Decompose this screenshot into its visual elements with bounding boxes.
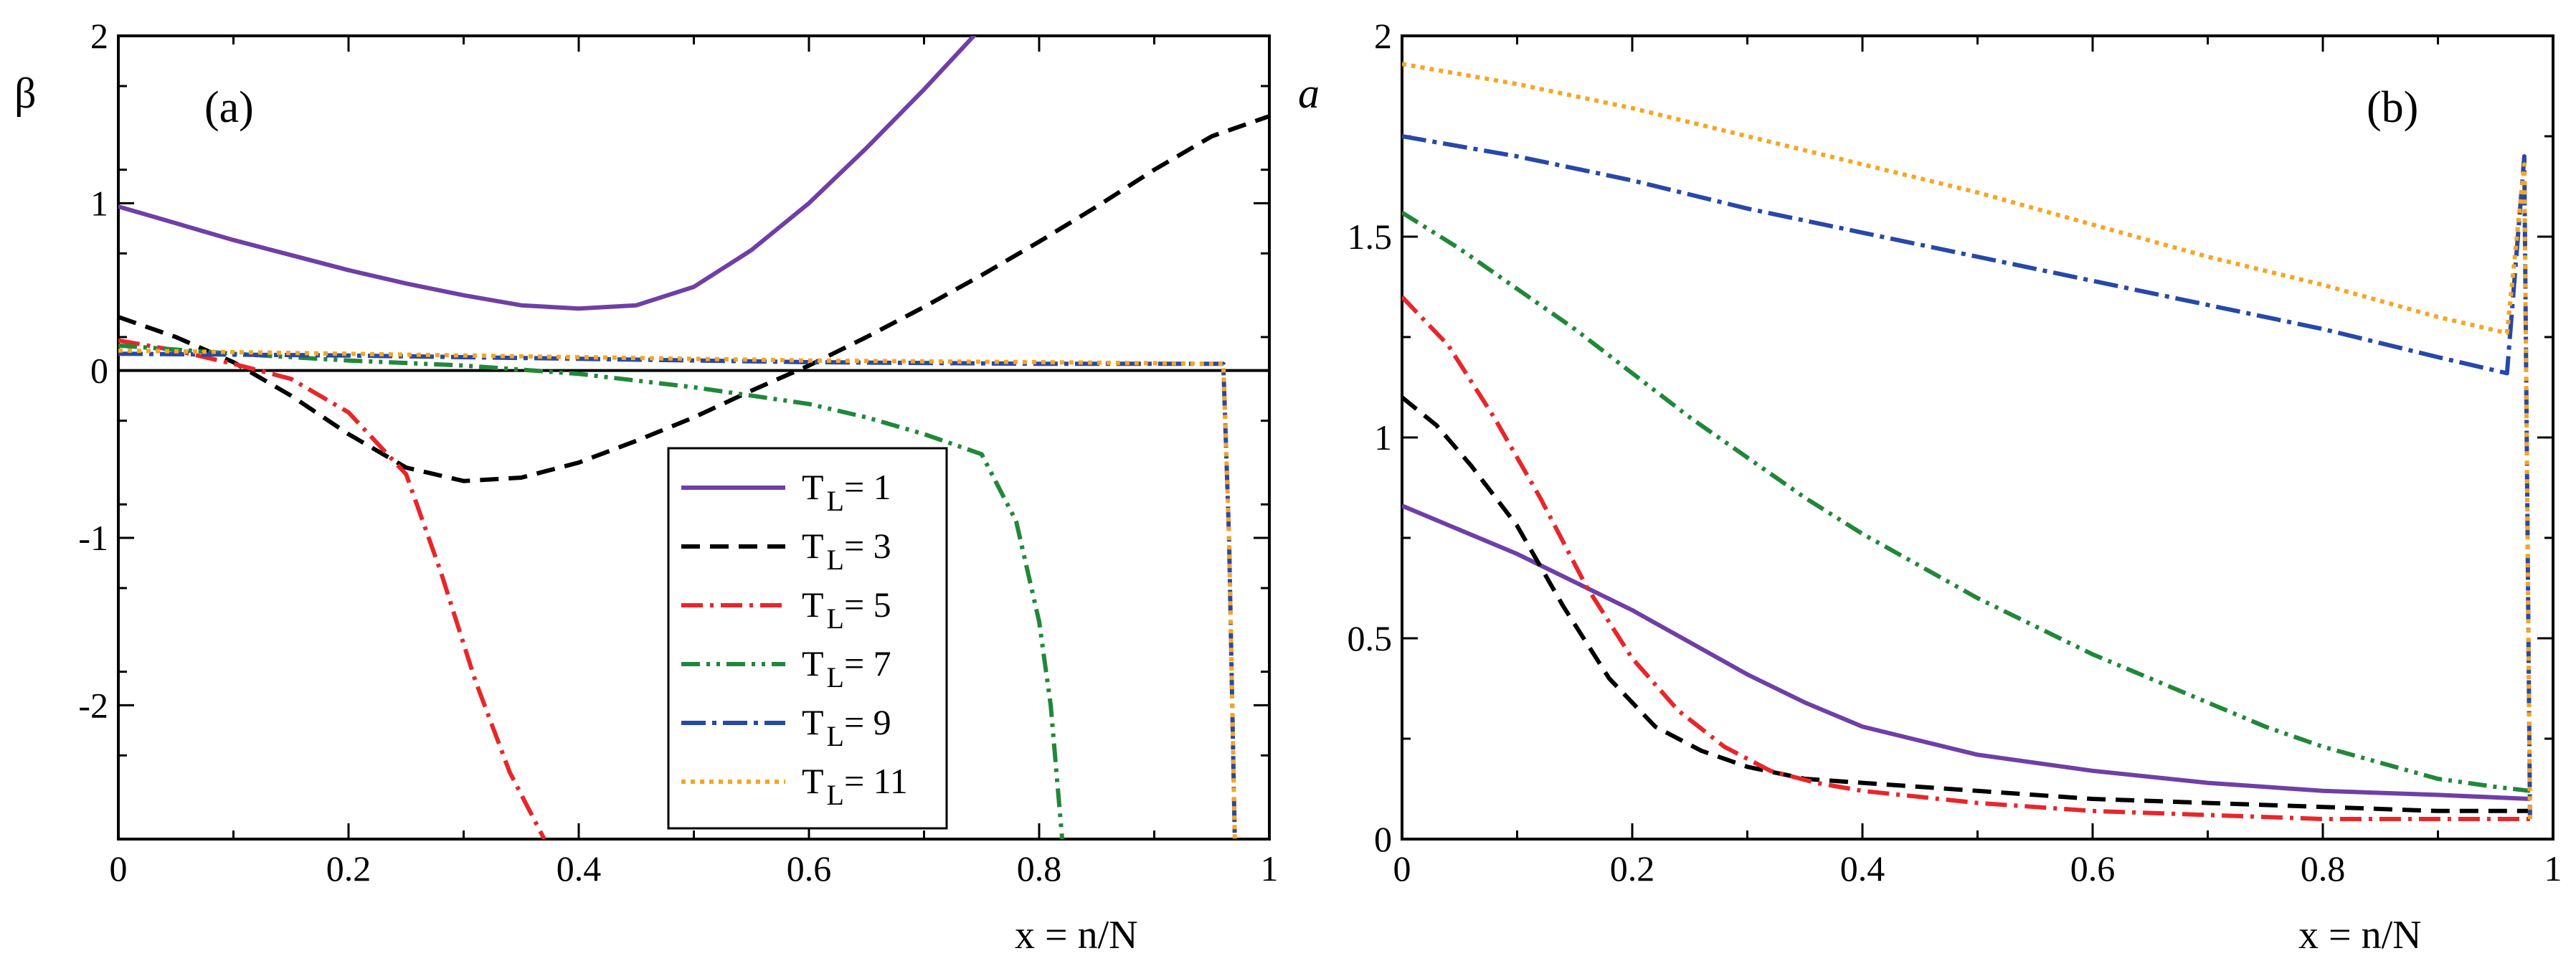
series-line-tl-5 [1402,295,2530,821]
series-line-tl-3 [118,114,1269,483]
x-tick-label: 0.4 [557,848,602,889]
legend-label: T L= 11 [802,761,908,811]
legend-label: T L= 3 [802,526,891,576]
panel-b-ylabel: a [1298,70,1320,117]
y-tick-label: 1 [1374,417,1392,458]
y-tick-label: -1 [78,518,108,558]
x-tick-label: 1 [2544,848,2562,889]
panel-b-xlabel: x = n/N [2298,913,2422,957]
series-line-tl-7 [1402,210,2531,793]
panel-b-label: (b) [2367,83,2418,132]
panel-a-label: (a) [204,83,254,132]
panel-b-axes: 0 0.2 0.4 0.6 0.8 1 0 0.5 1 1.5 2 [1348,16,2562,889]
x-tick-label: 0.6 [2070,848,2116,889]
x-tick-label: 0.4 [1840,848,1885,889]
x-tick-label: 1 [1261,848,1279,889]
legend-label: T L= 9 [802,702,891,752]
x-tick-label: 0.2 [1610,848,1655,889]
legend-label: T L= 1 [802,467,891,517]
x-tick-label: 0 [1393,848,1411,889]
legend-box [667,447,948,830]
panel-a-ylabel: β [14,70,37,117]
x-tick-label: 0.6 [787,848,832,889]
series-line-tl-3 [1402,395,2530,813]
series-line-tl-1 [118,36,977,311]
x-tick-label: 0.8 [1017,848,1062,889]
panel-b: 0 0.2 0.4 0.6 0.8 1 0 0.5 1 1.5 2 a (b) x = n/N [1298,16,2562,957]
panel-a-series [118,36,1269,839]
panel-b-series [1402,62,2532,821]
panel-a-xlabel: x = n/N [1015,913,1138,957]
y-tick-label: 0 [90,351,108,391]
panel-a: 0 0.2 0.4 0.6 0.8 1 -2 -1 0 1 2 β (a) x = n/N T L= … [14,16,1279,957]
y-tick-label: 2 [90,16,108,56]
x-tick-label: 0.2 [326,848,371,889]
panel-b-frame [1401,34,2554,841]
series-line-tl-1 [1402,503,2531,801]
x-tick-label: 0.8 [2301,848,2346,889]
y-tick-label: 0 [1374,819,1392,859]
legend: T L= 1 T L= 3 T L= 5 T L= 7 T L= 9 T L= 11 [667,447,948,830]
y-tick-label: 2 [1374,16,1392,56]
series-line-tl-11 [1402,62,2532,820]
y-tick-label: -2 [78,685,108,725]
y-tick-label: 1.5 [1348,217,1393,257]
panel-a-axes: 0 0.2 0.4 0.6 0.8 1 -2 -1 0 1 2 [78,16,1278,889]
legend-label: T L= 5 [802,584,891,635]
series-line-tl-9 [1402,134,2532,820]
y-tick-label: 0.5 [1348,618,1393,658]
legend-label: T L= 7 [802,643,891,693]
series-line-tl-11 [118,348,1237,839]
series-line-tl-5 [118,338,546,839]
x-tick-label: 0 [110,848,128,889]
y-tick-label: 1 [90,183,108,223]
